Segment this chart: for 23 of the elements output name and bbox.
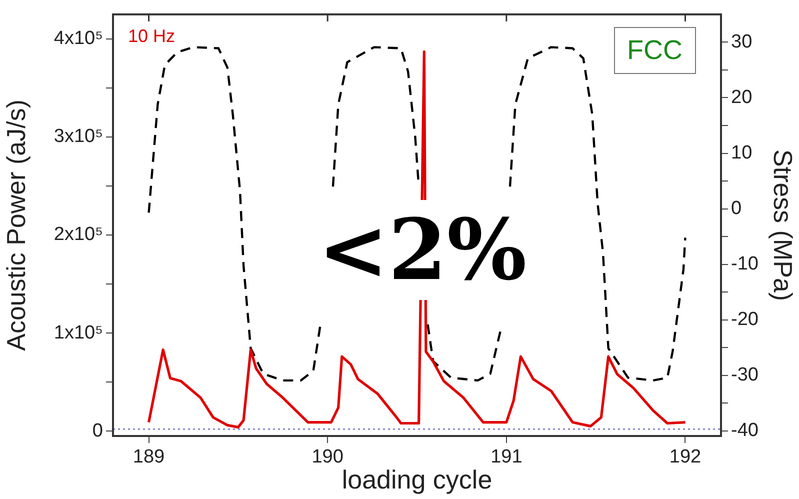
y2-tick-label: 10 — [731, 142, 752, 164]
y2-tick-label: 20 — [731, 86, 752, 108]
y2-tick-label: -30 — [731, 364, 758, 386]
annotation: <2% — [312, 200, 533, 300]
y2-axis-title: Stress (MPa) — [768, 149, 798, 302]
x-tick-label: 189 — [132, 446, 165, 468]
annotation: FCC — [614, 27, 696, 74]
y-axis-title: Acoustic Power (aJ/s) — [0, 99, 31, 351]
x-tick-label: 192 — [669, 446, 702, 468]
y2-tick-label: 30 — [731, 31, 752, 52]
x-tick-label: 190 — [312, 446, 344, 468]
y2-tick-label: -10 — [731, 254, 758, 275]
y2-tick-label: -40 — [731, 420, 758, 442]
y-tick-label: 3x10⁵ — [54, 126, 103, 148]
annotation: 10 Hz — [128, 26, 176, 47]
y-tick-label: 2x10⁵ — [54, 224, 103, 246]
y2-tick-label: -20 — [731, 309, 758, 330]
x-axis-title: loading cycle — [342, 464, 492, 495]
y-tick-label: 0 — [92, 420, 103, 442]
x-tick-label: 191 — [490, 446, 522, 468]
y-tick-label: 1x10⁵ — [54, 322, 103, 344]
y-tick-label: 4x10⁵ — [54, 28, 103, 50]
y2-tick-label: 0 — [731, 198, 742, 220]
